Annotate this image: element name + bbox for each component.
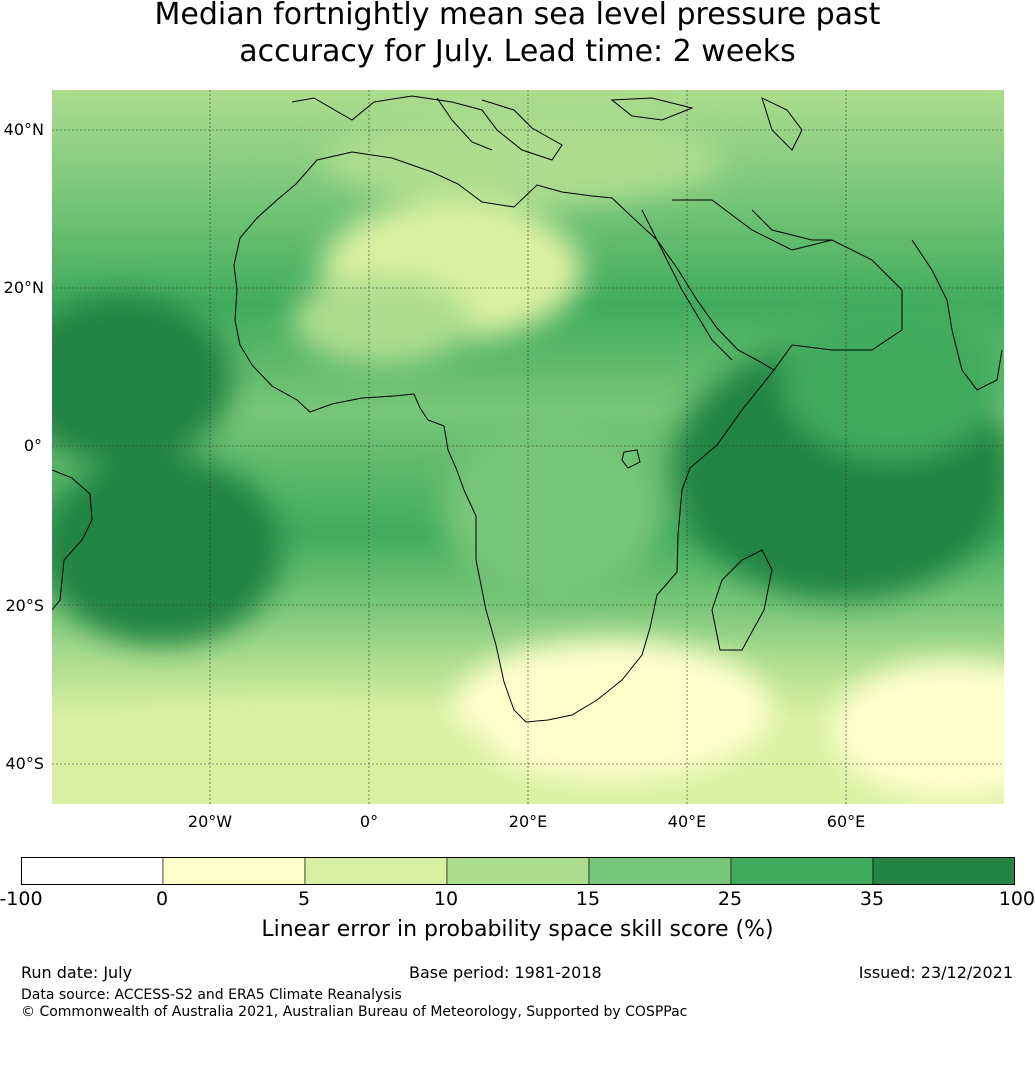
region-congo xyxy=(442,420,662,600)
italy-coastline xyxy=(436,97,493,151)
lon-label-20e: 20°E xyxy=(508,812,548,831)
caspian-sea xyxy=(761,97,803,151)
colorbar-segment xyxy=(446,857,590,885)
lat-label-40s: 40°S xyxy=(5,754,44,773)
region-mediterranean xyxy=(322,115,722,205)
colorbar-segment xyxy=(730,857,874,885)
colorbar-segment xyxy=(162,857,306,885)
region-southern-africa xyxy=(452,640,772,780)
colorbar-tick: 0 xyxy=(155,888,169,910)
colorbar-tick: 100 xyxy=(998,888,1035,910)
region-south-west xyxy=(92,700,492,800)
lon-label-40e: 40°E xyxy=(667,812,707,831)
region-south-east xyxy=(832,660,1004,800)
lat-label-40n: 40°N xyxy=(3,120,44,139)
europe-coastline xyxy=(291,95,563,161)
lon-label-0: 0° xyxy=(359,812,379,831)
lat-label-20n: 20°N xyxy=(3,278,44,297)
madagascar xyxy=(711,549,773,651)
colorbar-tick: 25 xyxy=(717,888,743,910)
lon-label-60e: 60°E xyxy=(826,812,866,831)
lake-victoria xyxy=(621,449,641,469)
red-sea xyxy=(641,209,733,361)
black-sea xyxy=(610,97,694,121)
lat-label-20s: 20°S xyxy=(5,596,44,615)
colorbar xyxy=(21,857,1015,885)
region-arabian-sea xyxy=(782,300,1002,460)
title-line-2: accuracy for July. Lead time: 2 weeks xyxy=(239,34,796,69)
title-line-1: Median fortnightly mean sea level pressu… xyxy=(154,0,881,32)
colorbar-tick: 10 xyxy=(433,888,459,910)
colorbar-segment xyxy=(588,857,732,885)
india-coastline xyxy=(911,239,1003,391)
lat-label-equator: 0° xyxy=(23,436,42,455)
colorbar-tick: 35 xyxy=(859,888,885,910)
region-sahara-west xyxy=(292,275,472,365)
map-title: Median fortnightly mean sea level pressu… xyxy=(0,0,1035,70)
colorbar-segment xyxy=(304,857,448,885)
colorbar-segment xyxy=(21,857,164,885)
colorbar-border xyxy=(21,857,1015,885)
copyright: © Commonwealth of Australia 2021, Austra… xyxy=(21,1004,688,1020)
run-date: Run date: July xyxy=(21,963,133,982)
colorbar-label: Linear error in probability space skill … xyxy=(261,917,774,942)
base-period: Base period: 1981-2018 xyxy=(409,963,602,982)
issued-date: Issued: 23/12/2021 xyxy=(858,963,1013,982)
coastlines xyxy=(52,95,1003,723)
gridlines xyxy=(52,90,1004,804)
skill-score-map xyxy=(52,90,1004,804)
skill-regions xyxy=(52,115,1004,800)
data-source: Data source: ACCESS-S2 and ERA5 Climate … xyxy=(21,987,402,1003)
region-atlantic-north xyxy=(52,295,232,465)
colorbar-tick: 15 xyxy=(575,888,601,910)
africa-coastline xyxy=(233,151,775,723)
lon-label-20w: 20°W xyxy=(187,812,233,831)
colorbar-tick: 5 xyxy=(297,888,311,910)
region-atlantic-south xyxy=(52,455,282,645)
arabia-coastline xyxy=(672,199,903,371)
colorbar-segment xyxy=(872,857,1015,885)
colorbar-tick: -100 xyxy=(0,888,43,910)
persian-gulf xyxy=(751,209,832,241)
brazil-coastline xyxy=(52,469,93,611)
